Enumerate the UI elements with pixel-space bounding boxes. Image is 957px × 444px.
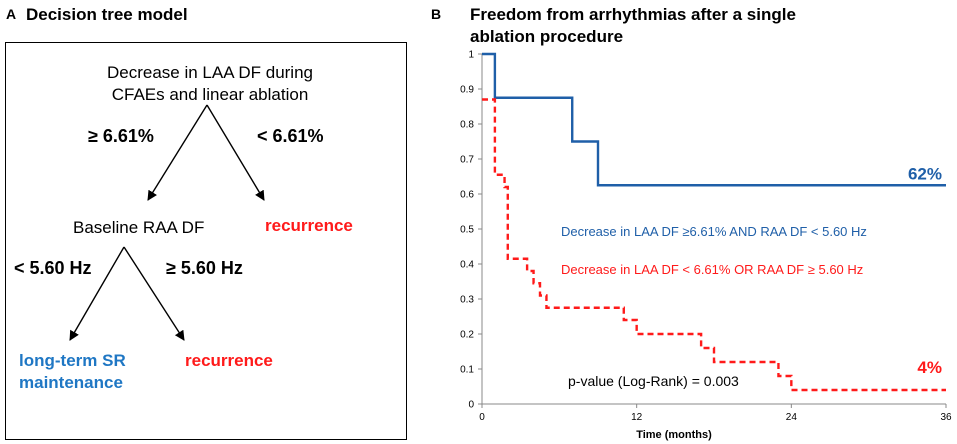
root-left-threshold: ≥ 6.61%	[88, 126, 154, 146]
series-line-1	[482, 98, 946, 392]
decision-tree-arrows	[69, 104, 265, 341]
mid-left-threshold: < 5.60 Hz	[14, 258, 92, 278]
y-tick-label: 0.4	[460, 260, 474, 271]
panel-b-letter: B	[431, 6, 442, 22]
panel-a-letter: A	[6, 6, 17, 22]
left-leaf-sr-maintenance: long-term SR maintenance	[19, 350, 126, 394]
y-tick-label: 0.3	[460, 295, 474, 306]
y-tick-label: 0.6	[460, 190, 474, 201]
mid-right-threshold: ≥ 5.60 Hz	[166, 258, 243, 278]
y-tick-label: 1	[468, 50, 474, 61]
root-node: Decrease in LAA DF during CFAEs and line…	[60, 62, 360, 106]
series-end-label-0: 62%	[908, 164, 942, 183]
x-tick-label: 0	[479, 412, 485, 423]
root-node-line1: Decrease in LAA DF during	[107, 63, 313, 82]
decision-tree-box	[5, 42, 407, 440]
arrow-root-right	[206, 104, 265, 201]
y-tick-label: 0.8	[460, 120, 474, 131]
y-tick-label: 0	[468, 400, 474, 411]
root-right-threshold: < 6.61%	[257, 126, 324, 146]
p-value-annotation: p-value (Log-Rank) = 0.003	[568, 373, 739, 389]
legend-entry-1: Decrease in LAA DF < 6.61% OR RAA DF ≥ 5…	[561, 262, 863, 277]
right-leaf-recurrence: recurrence	[265, 216, 353, 235]
series-line-0	[482, 52, 946, 187]
y-tick-label: 0.1	[460, 365, 474, 376]
y-tick-label: 0.7	[460, 155, 474, 166]
arrow-mid-right	[123, 246, 185, 341]
arrow-mid-left	[69, 246, 125, 341]
panel-b-title: Freedom from arrhythmias after a single …	[470, 4, 796, 48]
x-tick-label: 12	[631, 412, 643, 423]
x-axis-label: Time (months)	[636, 429, 712, 441]
panel-b-title-line2: ablation procedure	[470, 27, 624, 46]
root-node-line2: CFAEs and linear ablation	[111, 85, 309, 104]
arrow-root-left	[147, 104, 208, 201]
x-tick-label: 24	[786, 412, 798, 423]
mid-node: Baseline RAA DF	[73, 218, 205, 237]
bottom-right-leaf-recurrence: recurrence	[185, 351, 273, 370]
x-tick-label: 36	[940, 412, 952, 423]
y-tick-label: 0.2	[460, 330, 474, 341]
left-leaf-line2: maintenance	[19, 373, 123, 392]
y-tick-label: 0.5	[460, 225, 474, 236]
panel-a-title: Decision tree model	[26, 5, 188, 24]
y-tick-label: 0.9	[460, 85, 474, 96]
panel-b-title-line1: Freedom from arrhythmias after a single	[470, 5, 796, 24]
legend-entry-0: Decrease in LAA DF ≥6.61% AND RAA DF < 5…	[561, 224, 867, 239]
series-end-label-1: 4%	[917, 358, 942, 377]
left-leaf-line1: long-term SR	[19, 351, 126, 370]
